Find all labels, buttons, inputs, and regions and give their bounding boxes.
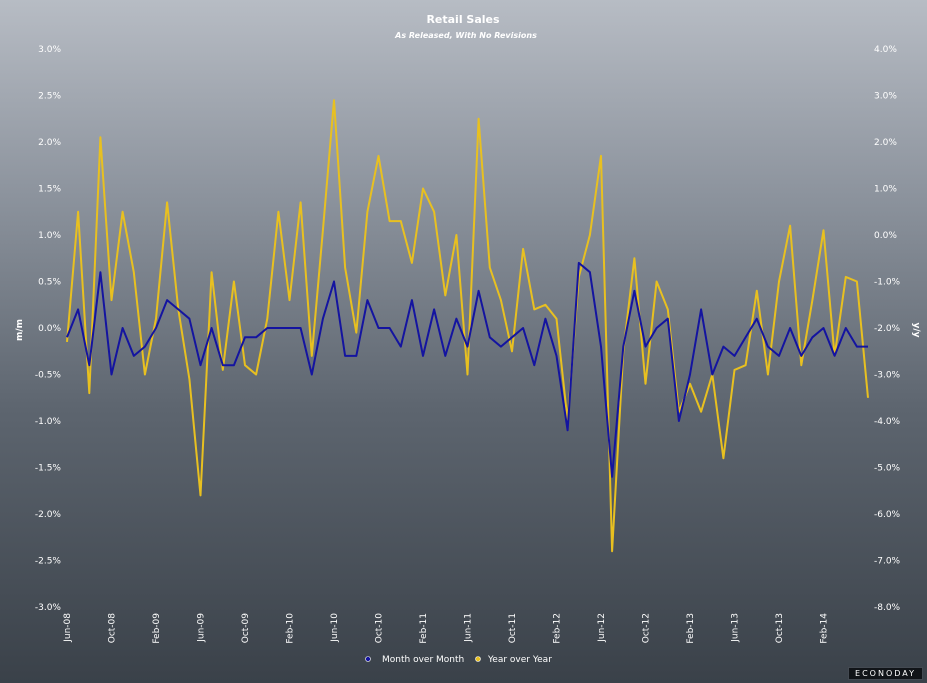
legend-mom-marker — [365, 656, 371, 662]
left-tick-label: 3.0% — [38, 45, 61, 55]
legend: Month over Month Year over Year — [365, 655, 552, 665]
left-tick-label: -1.0% — [35, 417, 62, 427]
left-tick-label: -2.0% — [35, 510, 62, 520]
right-tick-label: -6.0% — [874, 510, 901, 520]
x-tick-label: Oct-12 — [642, 613, 652, 643]
left-tick-label: 0.5% — [38, 278, 61, 288]
chart-title: Retail Sales — [426, 13, 500, 26]
x-tick-label: Jun-12 — [597, 613, 607, 643]
right-tick-label: -3.0% — [874, 371, 901, 381]
left-tick-label: -1.5% — [35, 464, 62, 474]
right-axis-label: y/y — [911, 322, 921, 337]
x-axis-ticks: Jun-08 Oct-08 Feb-09 Jun-09 Oct-09 Feb-10 Jun-… — [63, 613, 830, 644]
right-tick-label: -1.0% — [874, 278, 901, 288]
x-tick-label: Feb-10 — [286, 613, 296, 644]
legend-mom-label: Month over Month — [382, 655, 464, 665]
right-tick-label: -2.0% — [874, 324, 901, 334]
right-tick-label: 3.0% — [874, 92, 897, 102]
month-over-month-line — [66, 261, 868, 478]
x-tick-label: Jun-10 — [330, 613, 340, 643]
right-tick-label: -4.0% — [874, 417, 901, 427]
x-tick-label: Jun-08 — [63, 613, 73, 643]
left-tick-label: 1.5% — [38, 185, 61, 195]
x-tick-label: Jun-13 — [731, 613, 741, 643]
right-tick-label: -7.0% — [874, 557, 901, 567]
x-tick-label: Feb-14 — [820, 613, 830, 644]
x-tick-label: Oct-11 — [508, 613, 518, 643]
left-tick-label: -0.5% — [35, 371, 62, 381]
left-tick-label: 1.0% — [38, 231, 61, 241]
x-tick-label: Feb-11 — [419, 613, 429, 644]
left-tick-label: 2.0% — [38, 138, 61, 148]
right-tick-label: -8.0% — [874, 603, 901, 613]
right-tick-label: -5.0% — [874, 464, 901, 474]
right-tick-label: 1.0% — [874, 185, 897, 195]
legend-yoy-marker — [475, 656, 481, 662]
chart-subtitle: As Released, With No Revisions — [394, 31, 537, 40]
series-layer — [66, 99, 869, 553]
left-tick-label: 0.0% — [38, 324, 61, 334]
right-tick-label: 0.0% — [874, 231, 897, 241]
right-tick-label: 4.0% — [874, 45, 897, 55]
left-tick-label: -3.0% — [35, 603, 62, 613]
x-tick-label: Feb-09 — [152, 613, 162, 644]
left-tick-label: 2.5% — [38, 92, 61, 102]
x-tick-label: Oct-09 — [241, 613, 251, 644]
x-tick-label: Oct-13 — [775, 613, 785, 643]
right-tick-label: 2.0% — [874, 138, 897, 148]
right-axis-ticks: 4.0% 3.0% 2.0% 1.0% 0.0% -1.0% -2.0% -3.0% -4.0%… — [874, 45, 901, 613]
econoday-logo: ECONODAY — [848, 667, 923, 680]
x-tick-label: Feb-12 — [553, 613, 563, 644]
left-tick-label: -2.5% — [35, 557, 62, 567]
legend-yoy-label: Year over Year — [487, 655, 552, 665]
x-tick-label: Oct-08 — [108, 613, 118, 644]
left-axis-ticks: 3.0% 2.5% 2.0% 1.5% 1.0% 0.5% 0.0% -0.5% -1.0% -1… — [35, 45, 62, 613]
x-tick-label: Oct-10 — [375, 613, 385, 644]
left-axis-label: m/m — [15, 319, 25, 341]
year-over-year-line — [66, 99, 869, 553]
x-tick-label: Jun-09 — [197, 613, 207, 643]
x-tick-label: Feb-13 — [686, 613, 696, 644]
x-tick-label: Jun-11 — [464, 613, 474, 643]
